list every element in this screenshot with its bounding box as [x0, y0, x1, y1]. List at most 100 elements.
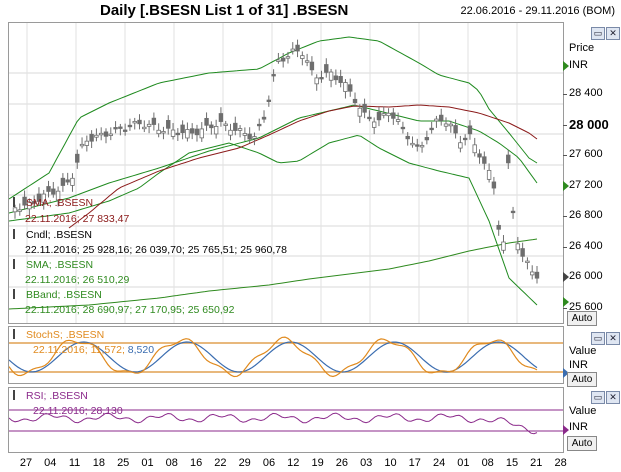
- legend-sma2: SMA; .BSESN: [13, 259, 93, 271]
- candle-body: [462, 137, 468, 141]
- candle-body: [46, 186, 51, 192]
- rsi-auto-button[interactable]: Auto: [567, 436, 597, 451]
- price-tick: 28 000: [569, 117, 609, 132]
- candle-body: [328, 71, 334, 81]
- legend-bband-value: 22.11.2016; 28 690,97; 27 170,95; 25 650…: [25, 304, 235, 316]
- candle-body: [118, 126, 123, 129]
- candle-body: [170, 129, 176, 137]
- candle-body: [252, 136, 257, 139]
- legend-sma1: SMA; .BSESN: [13, 197, 93, 209]
- restore-icon[interactable]: ▭: [591, 391, 605, 404]
- candle-body: [271, 74, 276, 77]
- x-axis-label: 12: [287, 457, 300, 469]
- candle-body: [89, 133, 94, 142]
- candle-body: [496, 224, 501, 230]
- candle-icon: [13, 390, 23, 400]
- candle-body: [156, 129, 161, 135]
- candle-body: [525, 260, 530, 263]
- legend-stoch: StochS; .BSESN: [13, 329, 104, 341]
- bband-middle-line: [9, 104, 538, 214]
- sma2-line: [9, 238, 538, 310]
- x-axis-label: 08: [165, 457, 178, 469]
- x-axis-label: 26: [335, 457, 349, 469]
- candle-body: [410, 142, 415, 146]
- close-icon[interactable]: ✕: [606, 332, 620, 345]
- stoch-axis-title: Value: [569, 345, 597, 357]
- bband-lower-line: [9, 134, 538, 306]
- candle-body: [223, 123, 228, 126]
- x-axis-label: 19: [311, 457, 324, 469]
- candle-body: [520, 248, 525, 257]
- legend-rsi-value: 22.11.2016; 28,130: [33, 405, 123, 417]
- stoch-axis[interactable]: ▭ ✕ Value INR Auto: [563, 326, 621, 387]
- price-tick: 27 200: [569, 179, 603, 191]
- tickmark: [563, 125, 567, 126]
- candle-body: [395, 119, 401, 122]
- rsi-pane[interactable]: RSI; .BSESN 22.11.2016; 28,130: [8, 387, 564, 453]
- x-axis: 27 04 11 18 25 01 08 16 22 29 06 12 19 26 03 10 17 24 01 08…: [8, 455, 567, 472]
- x-axis-label: 04: [44, 457, 57, 469]
- rsi-plot: [9, 409, 563, 435]
- candle-body: [194, 128, 200, 136]
- rsi-marker: [563, 425, 569, 435]
- x-axis-label: 29: [238, 457, 251, 469]
- candle-body: [467, 125, 473, 135]
- candle-body: [41, 193, 46, 204]
- legend-cndl: Cndl; .BSESN: [13, 229, 92, 241]
- candle-body: [429, 127, 434, 131]
- close-icon[interactable]: ✕: [606, 27, 620, 40]
- candle-icon: [13, 259, 23, 269]
- stoch-auto-button[interactable]: Auto: [567, 372, 597, 387]
- candle-body: [185, 129, 190, 139]
- rsi-axis-title: Value: [569, 405, 597, 417]
- legend-bband: BBand; .BSESN: [13, 289, 102, 301]
- candle-body: [55, 190, 61, 201]
- candle-body: [132, 121, 137, 124]
- candle-body: [371, 121, 377, 128]
- price-pane[interactable]: SMA; .BSESN 22.11.2016; 27 833,47 Cndl; …: [8, 22, 564, 324]
- stoch-axis-unit: INR: [569, 359, 588, 371]
- rsi-axis-unit: INR: [569, 421, 588, 433]
- candle-body: [280, 57, 286, 62]
- bband-mid-marker: [563, 181, 569, 191]
- candle-body: [448, 123, 453, 127]
- rsi-line: [9, 412, 538, 435]
- candle-body: [108, 133, 113, 136]
- close-icon[interactable]: ✕: [606, 391, 620, 404]
- tickmark: [563, 247, 567, 248]
- candle-icon: [13, 197, 23, 207]
- candle-body: [113, 127, 118, 130]
- x-axis-label: 17: [408, 457, 421, 469]
- stoch-pane[interactable]: StochS; .BSESN 22.11.2016; 11,572; 8,520: [8, 326, 564, 384]
- candle-body: [276, 59, 281, 62]
- price-auto-button[interactable]: Auto: [567, 311, 597, 326]
- candle-body: [304, 60, 310, 63]
- chart-title: Daily [.BSESN List 1 of 31] .BSESN: [100, 2, 349, 19]
- x-axis-label: 15: [505, 457, 519, 469]
- candle-body: [242, 133, 248, 136]
- candle-body: [501, 241, 506, 251]
- candle-body: [510, 210, 516, 214]
- restore-icon[interactable]: ▭: [591, 332, 605, 345]
- price-axis[interactable]: ▭ ✕ Price INR 28 400 28 000 27 600 27 20…: [563, 22, 621, 327]
- rsi-axis[interactable]: ▭ ✕ Value INR Auto: [563, 387, 621, 455]
- candle-body: [362, 103, 367, 113]
- legend-bband-name: BBand; .BSESN: [26, 289, 102, 301]
- price-tick: 26 400: [569, 240, 603, 252]
- legend-stoch-k: 22.11.2016; 11,572;: [33, 344, 125, 356]
- restore-icon[interactable]: ▭: [591, 27, 605, 40]
- legend-cndl-value: 22.11.2016; 25 928,16; 26 039,70; 25 765…: [25, 244, 287, 256]
- candle-body: [491, 181, 497, 189]
- candle-body: [309, 61, 315, 71]
- candle-body: [482, 156, 487, 164]
- candle-body: [439, 114, 444, 121]
- price-tick: 27 600: [569, 148, 603, 160]
- bband-upper-marker: [563, 61, 569, 71]
- tickmark: [563, 94, 567, 95]
- candle-body: [213, 126, 219, 135]
- candle-body: [453, 125, 458, 134]
- candle-body: [343, 82, 348, 92]
- candle-body: [261, 116, 267, 120]
- candle-body: [122, 129, 128, 132]
- legend-rsi: RSI; .BSESN: [13, 390, 88, 402]
